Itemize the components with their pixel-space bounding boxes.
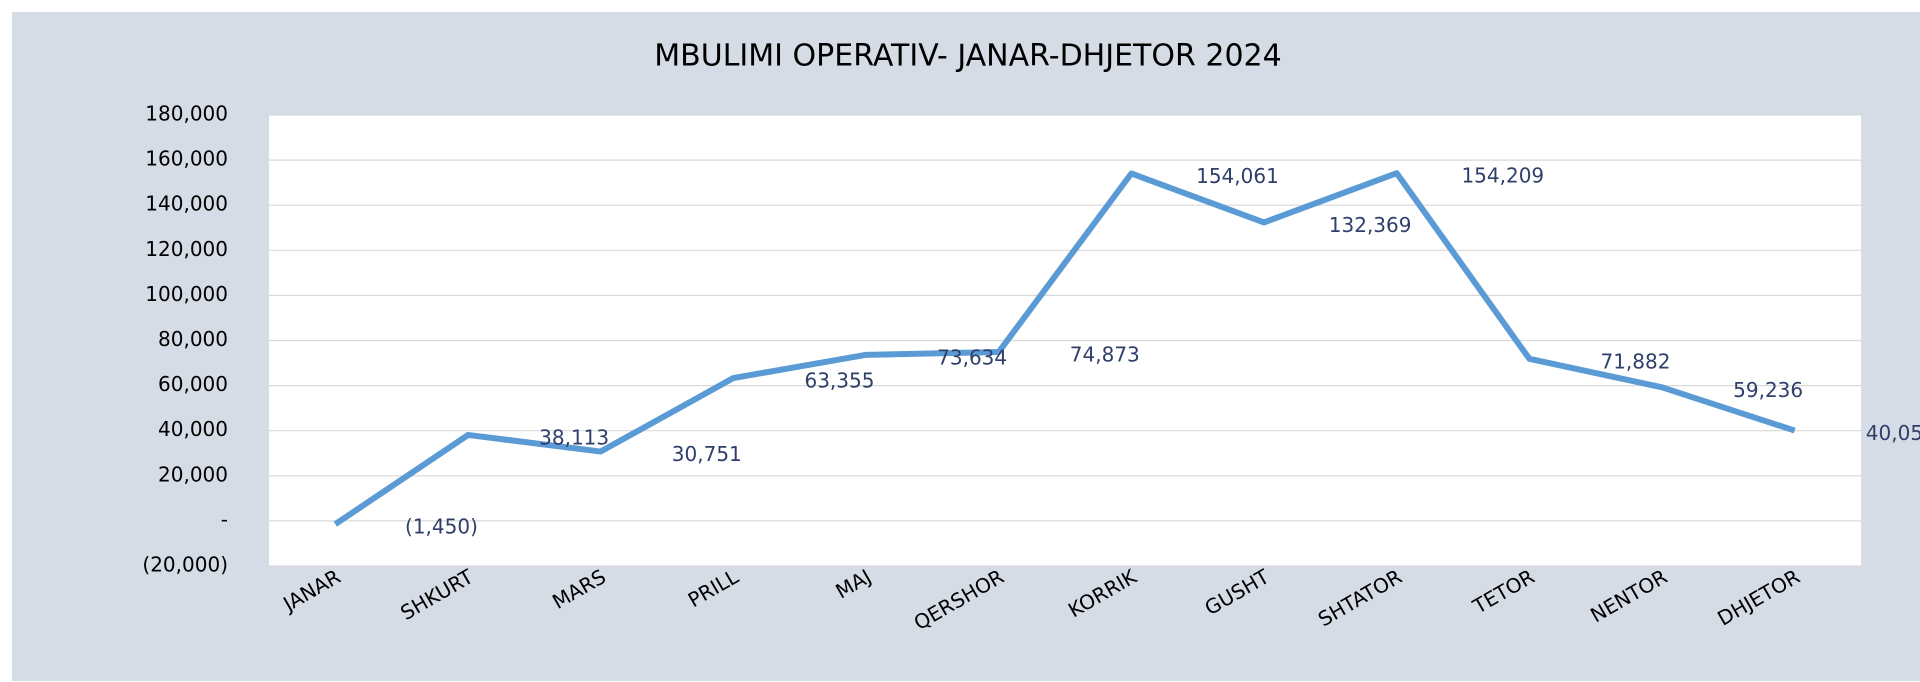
y-tick-label: 100,000	[145, 282, 228, 306]
y-tick-label: (20,000)	[142, 553, 228, 577]
data-label: 40,053	[1866, 421, 1920, 445]
y-tick-label: 160,000	[145, 147, 228, 171]
y-tick-label: 120,000	[145, 237, 228, 261]
y-tick-label: -	[221, 507, 228, 531]
y-tick-label: 20,000	[158, 462, 228, 486]
data-label: 132,369	[1329, 213, 1412, 237]
data-line	[333, 170, 1796, 527]
data-label: 30,751	[672, 442, 742, 466]
data-label: 74,873	[1070, 343, 1140, 367]
y-tick-label: 80,000	[158, 327, 228, 351]
chart-title: MBULIMI OPERATIV- JANAR-DHJETOR 2024	[654, 39, 1281, 74]
data-label: (1,450)	[405, 515, 478, 539]
y-tick-label: 60,000	[158, 372, 228, 396]
data-label: 71,882	[1600, 349, 1670, 373]
data-label: 38,113	[539, 425, 609, 449]
data-label: 59,236	[1733, 378, 1803, 402]
data-label: 154,061	[1196, 164, 1279, 188]
y-tick-label: 140,000	[145, 192, 228, 216]
y-tick-label: 40,000	[158, 417, 228, 441]
data-label: 73,634	[937, 345, 1007, 369]
data-label: 154,209	[1461, 164, 1544, 188]
data-label: 63,355	[804, 369, 874, 393]
y-tick-label: 180,000	[145, 102, 228, 126]
